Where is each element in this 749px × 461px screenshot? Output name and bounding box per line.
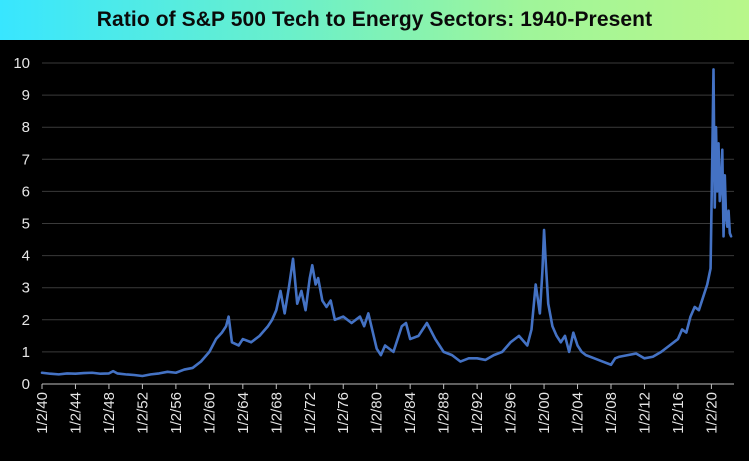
x-tick-label: 1/2/12 <box>636 392 653 434</box>
y-tick-label: 9 <box>22 87 30 104</box>
y-tick-label: 3 <box>22 280 30 297</box>
x-tick-label: 1/2/76 <box>335 392 352 434</box>
x-tick-label: 1/2/80 <box>369 392 386 434</box>
x-tick-label: 1/2/48 <box>101 392 118 434</box>
x-tick-label: 1/2/60 <box>201 392 218 434</box>
x-tick-label: 1/2/84 <box>402 392 419 434</box>
x-tick-label: 1/2/68 <box>268 392 285 434</box>
y-tick-label: 4 <box>22 248 30 265</box>
y-tick-label: 2 <box>22 312 30 329</box>
series-line <box>40 68 733 378</box>
x-tick-label: 1/2/20 <box>703 392 720 434</box>
x-tick-label: 1/2/52 <box>134 392 151 434</box>
x-tick-label: 1/2/44 <box>67 392 84 434</box>
x-tick-label: 1/2/92 <box>469 392 486 434</box>
x-tick-label: 1/2/16 <box>670 392 687 434</box>
y-tick-label: 5 <box>22 216 30 233</box>
x-tick-label: 1/2/40 <box>34 392 51 434</box>
x-tick-label: 1/2/88 <box>436 392 453 434</box>
x-tick-label: 1/2/96 <box>503 392 520 434</box>
x-tick-label: 1/2/64 <box>235 392 252 434</box>
y-tick-label: 1 <box>22 344 30 361</box>
title-banner: Ratio of S&P 500 Tech to Energy Sectors:… <box>0 0 749 40</box>
x-tick-label: 1/2/72 <box>302 392 319 434</box>
x-tick-label: 1/2/08 <box>603 392 620 434</box>
y-tick-label: 0 <box>22 376 30 393</box>
y-tick-label: 10 <box>13 55 30 72</box>
chart-title: Ratio of S&P 500 Tech to Energy Sectors:… <box>96 8 653 31</box>
x-tick-label: 1/2/04 <box>570 392 587 434</box>
x-tick-label: 1/2/56 <box>168 392 185 434</box>
x-tick-label: 1/2/00 <box>536 392 553 434</box>
y-tick-label: 7 <box>22 151 30 168</box>
y-tick-label: 6 <box>22 183 30 200</box>
y-tick-label: 8 <box>22 119 30 136</box>
